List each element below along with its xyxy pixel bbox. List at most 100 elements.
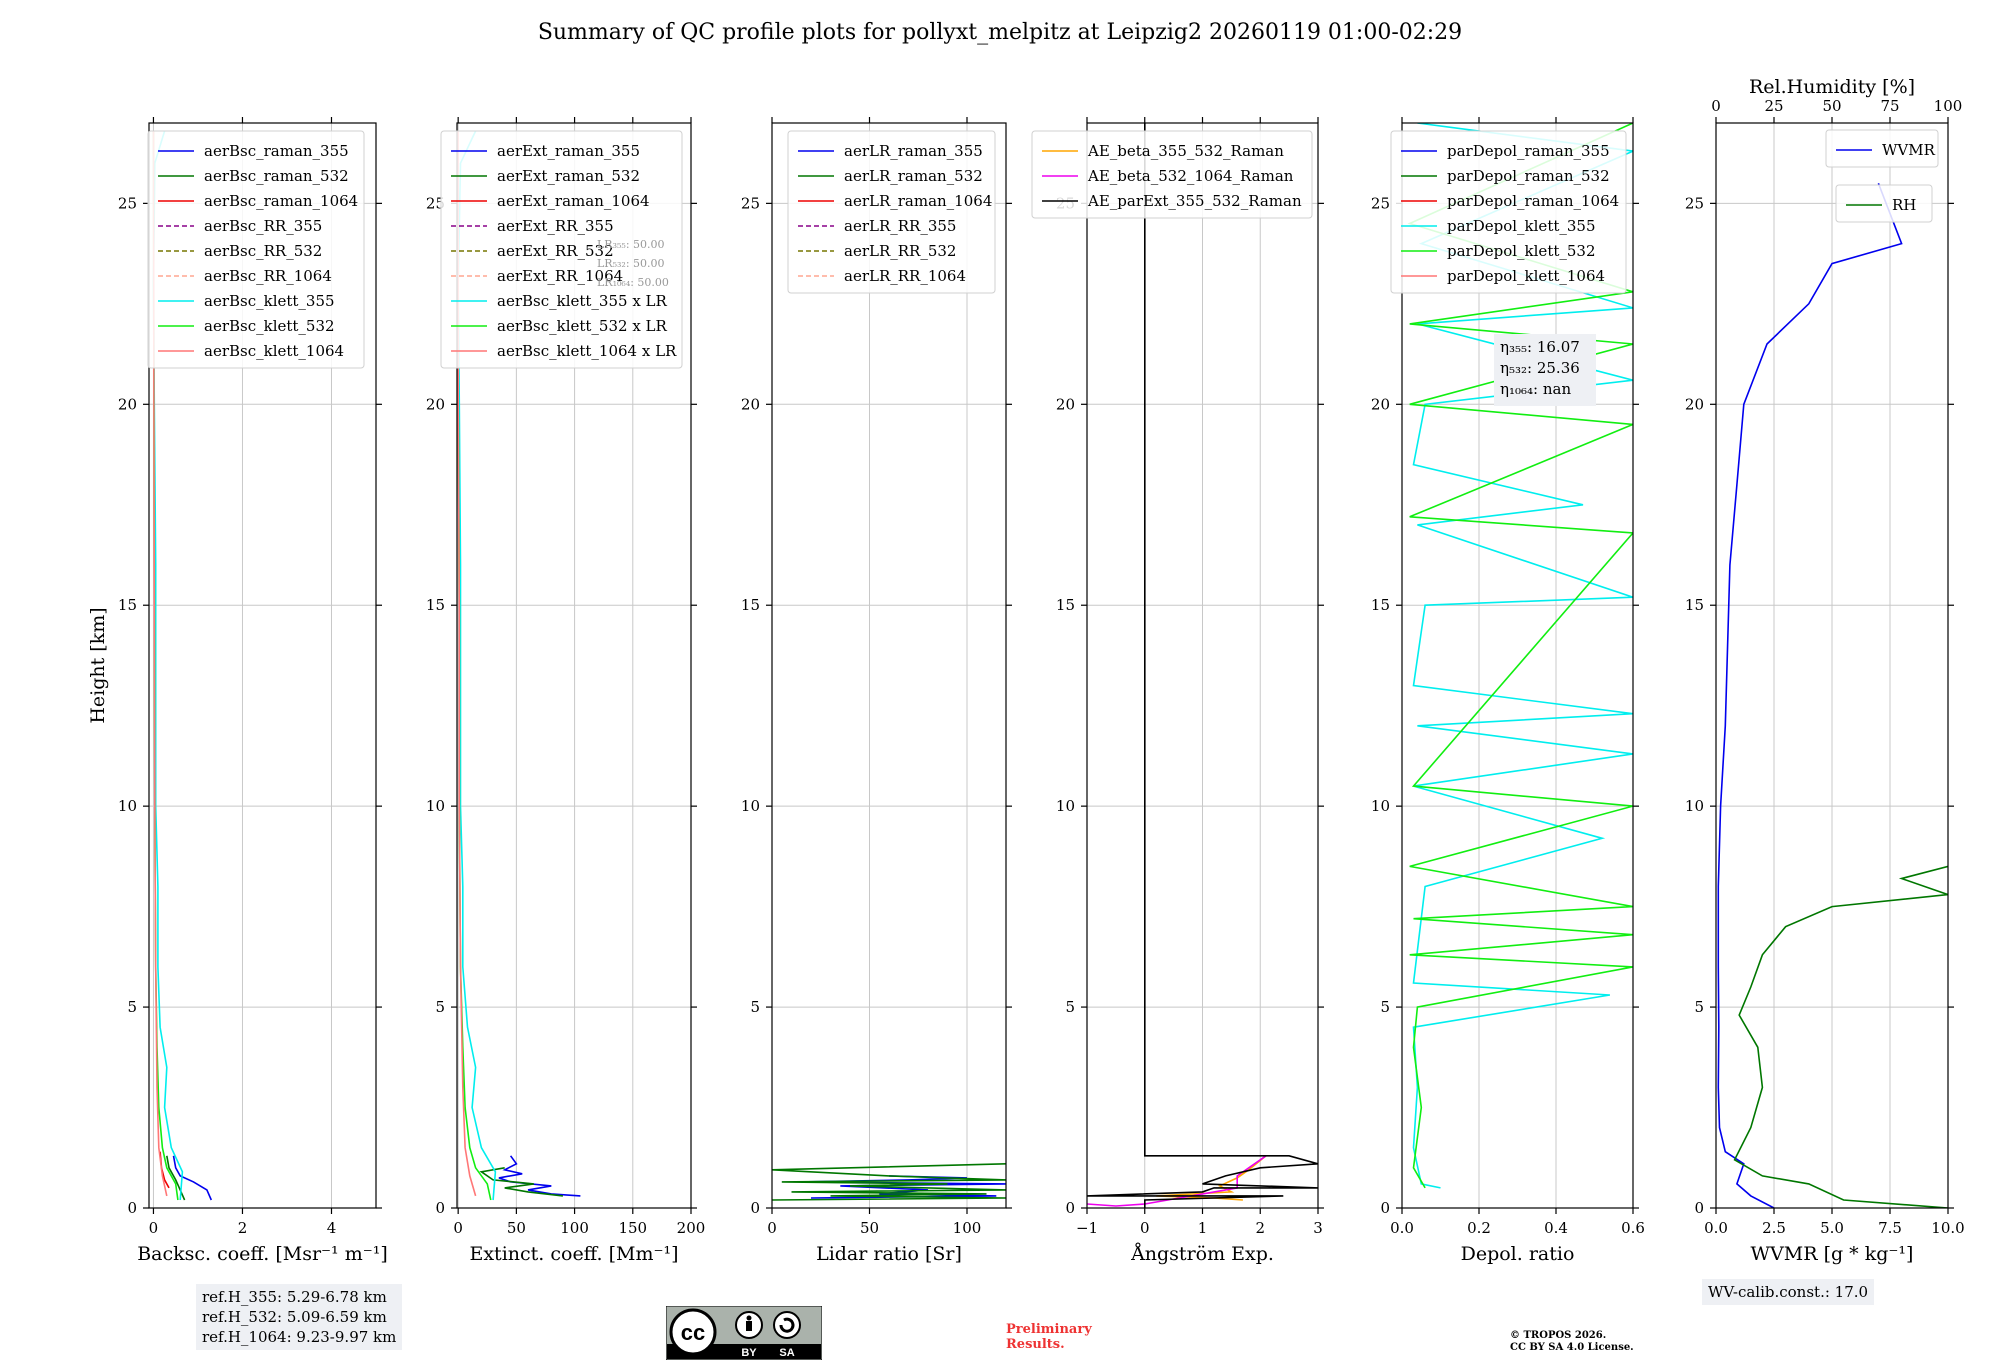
legend-label: parDepol_raman_532 xyxy=(1447,167,1610,185)
x-axis-label: WVMR [g * kg⁻¹] xyxy=(1751,1243,1914,1265)
y-tick-label: 15 xyxy=(1371,596,1390,614)
legend-label: AE_beta_532_1064_Raman xyxy=(1087,167,1294,185)
legend-label: aerBsc_RR_532 xyxy=(204,242,322,260)
panel-ae: −101230510152025Ångström Exp.AE_beta_355… xyxy=(1031,117,1324,1265)
y-tick-label: 5 xyxy=(435,998,445,1016)
series-group xyxy=(1717,183,1948,1208)
y-tick-label: 20 xyxy=(1685,395,1704,413)
panel-wv: 0.0 2.5 5.0 7.5 10.0 0 5 10 15 20 25 WVMR [g * kg⁻¹… xyxy=(1685,76,1965,1265)
figure-title: Summary of QC profile plots for pollyxt_… xyxy=(537,20,1463,45)
legend-label: parDepol_klett_1064 xyxy=(1447,267,1605,285)
x-tick-label: 2 xyxy=(238,1219,248,1237)
x-tick-label: 0 xyxy=(1140,1219,1150,1237)
y-tick-label: 5 xyxy=(1380,998,1390,1016)
x-tick-label: 3 xyxy=(1313,1219,1323,1237)
top-tick-label: 100 xyxy=(1934,97,1963,115)
x-tick-label: 150 xyxy=(618,1219,647,1237)
preliminary-line-2: Results. xyxy=(1006,1337,1065,1352)
eta-box xyxy=(1494,334,1596,406)
x-tick-label: 5.0 xyxy=(1820,1219,1844,1237)
x-tick-label: 0.0 xyxy=(1704,1219,1728,1237)
legend: parDepol_raman_355 parDepol_raman_532 parD… xyxy=(1390,130,1627,294)
legend-label: aerExt_RR_355 xyxy=(497,217,614,235)
x-axis-label: Depol. ratio xyxy=(1461,1243,1575,1265)
x-tick-label: 50 xyxy=(507,1219,526,1237)
x-tick-label: 200 xyxy=(677,1219,706,1237)
legend-label: aerBsc_raman_355 xyxy=(204,142,349,160)
eta-annotation: η₃₅₅: 16.07 η₅₃₂: 25.36 η₁₀₆₄: nan xyxy=(1494,334,1596,406)
top-tick-label: 75 xyxy=(1880,97,1899,115)
series-line-rh xyxy=(1733,865,1948,1208)
legend-label: aerLR_raman_532 xyxy=(844,167,983,185)
legend-label: parDepol_raman_355 xyxy=(1447,142,1610,160)
legend-label: AE_parExt_355_532_Raman xyxy=(1087,192,1302,210)
x-tick-label: 0.6 xyxy=(1621,1219,1645,1237)
y-tick-label: 20 xyxy=(741,395,760,413)
y-tick-label: 5 xyxy=(750,998,760,1016)
legend-label: aerBsc_klett_1064 x LR xyxy=(497,342,677,360)
x-axis-label: Ångström Exp. xyxy=(1130,1243,1274,1265)
preliminary-results-note: Preliminary Results. xyxy=(1006,1322,1092,1352)
y-tick-label: 25 xyxy=(118,194,137,212)
x-tick-label: 0.2 xyxy=(1467,1219,1491,1237)
legend-label: aerBsc_klett_532 x LR xyxy=(497,317,668,335)
wv-calibration-box: WV-calib.const.: 17.0 xyxy=(1702,1279,1875,1305)
x-tick-label: 0 xyxy=(149,1219,159,1237)
panel-bsc: 0 2 4 0 5 10 15 20 25 Backsc. coeff. [Msr⁻¹ m⁻¹] a… xyxy=(118,117,388,1265)
legend-label: WVMR xyxy=(1882,141,1936,159)
legend-label: AE_beta_355_532_Raman xyxy=(1087,142,1284,160)
legend-label: aerBsc_klett_1064 xyxy=(204,342,344,360)
cc-sa-label: SA xyxy=(779,1347,794,1359)
x-tick-label: 50 xyxy=(860,1219,879,1237)
legend-box xyxy=(440,130,683,369)
legend-label: aerExt_RR_532 xyxy=(497,242,614,260)
legend-label: aerExt_raman_532 xyxy=(497,167,640,185)
x-tick-label: −1 xyxy=(1076,1219,1098,1237)
x-axis-label: Lidar ratio [Sr] xyxy=(816,1243,962,1265)
y-tick-label: 5 xyxy=(127,998,137,1016)
x-tick-label: 10.0 xyxy=(1931,1219,1964,1237)
top-axis-label: Rel.Humidity [%] xyxy=(1749,76,1915,98)
ref-height-355: ref.H_355: 5.29-6.78 km xyxy=(202,1288,387,1306)
x-tick-label: 100 xyxy=(953,1219,982,1237)
y-tick-label: 5 xyxy=(1065,998,1075,1016)
cc-by-label: BY xyxy=(741,1347,757,1359)
series-line-wvmr xyxy=(1717,183,1903,1208)
lidar-ratio-annotation: LR₁₀₆₄: 50.00 xyxy=(597,276,669,289)
reference-heights-box: ref.H_355: 5.29-6.78 km ref.H_532: 5.09-… xyxy=(196,1284,403,1350)
legend-label: parDepol_raman_1064 xyxy=(1447,192,1619,210)
legend-box xyxy=(147,130,365,369)
ref-height-532: ref.H_532: 5.09-6.59 km xyxy=(202,1308,387,1326)
y-tick-label: 25 xyxy=(426,194,445,212)
y-tick-label: 20 xyxy=(118,395,137,413)
legend: aerBsc_raman_355 aerBsc_raman_532 aerBsc_r… xyxy=(147,130,365,369)
y-tick-label: 10 xyxy=(1056,797,1075,815)
y-tick-label: 0 xyxy=(1065,1199,1075,1217)
legend: AE_beta_355_532_Raman AE_beta_532_1064_Ra… xyxy=(1031,130,1313,219)
x-tick-label: 4 xyxy=(327,1219,337,1237)
legend-label: aerLR_raman_1064 xyxy=(844,192,992,210)
eta-value: η₃₅₅: 16.07 xyxy=(1500,338,1580,356)
lidar-ratio-annotation: LR₅₃₂: 50.00 xyxy=(597,257,665,270)
series-line-aerbsc-raman-532 xyxy=(166,1155,186,1201)
x-tick-label: 0 xyxy=(767,1219,777,1237)
series-group xyxy=(1087,123,1318,1208)
eta-value: η₁₀₆₄: nan xyxy=(1500,380,1571,398)
legend-label: aerLR_raman_355 xyxy=(844,142,983,160)
cc-by-sa-license-logo: cc BY SA xyxy=(666,1306,822,1360)
x-axis-label: Backsc. coeff. [Msr⁻¹ m⁻¹] xyxy=(137,1243,388,1265)
series-group xyxy=(1407,123,1633,1189)
y-tick-label: 15 xyxy=(118,596,137,614)
legend-label: parDepol_klett_355 xyxy=(1447,217,1596,235)
copyright-note: © TROPOS 2026. CC BY SA 4.0 License. xyxy=(1510,1330,1634,1354)
legend-label: aerBsc_RR_355 xyxy=(204,217,322,235)
y-tick-label: 25 xyxy=(1371,194,1390,212)
legend-label: aerLR_RR_355 xyxy=(844,217,956,235)
top-tick-label: 25 xyxy=(1764,97,1783,115)
y-tick-label: 15 xyxy=(1685,596,1704,614)
series-line-aerlr-raman-532 xyxy=(772,1163,1006,1201)
top-tick-label: 0 xyxy=(1711,97,1721,115)
y-tick-label: 5 xyxy=(1694,998,1704,1016)
y-axis-label: Height [km] xyxy=(87,607,109,723)
y-tick-label: 15 xyxy=(741,596,760,614)
